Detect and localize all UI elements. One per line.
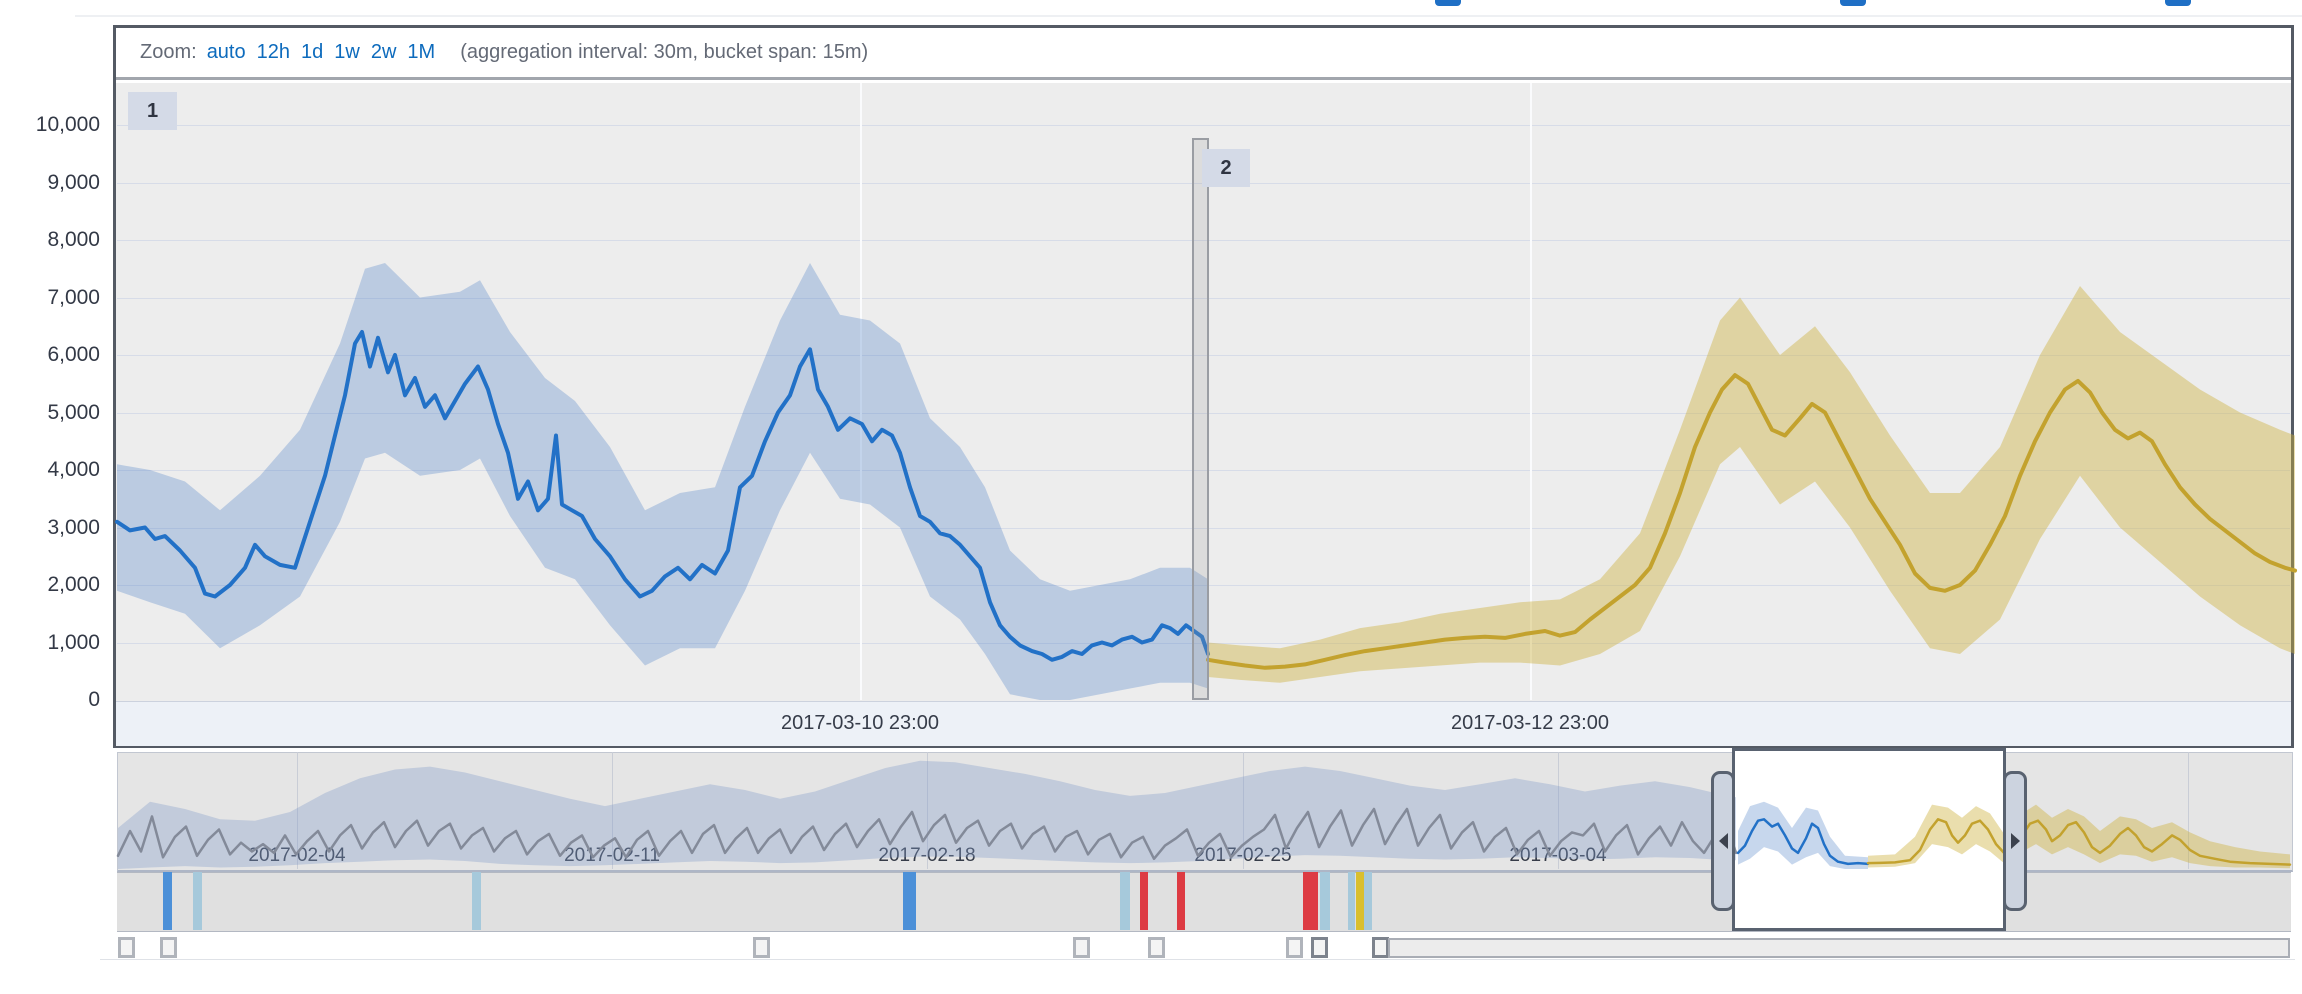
- annotation-marker[interactable]: [1311, 937, 1328, 958]
- annotation-marker[interactable]: [118, 937, 135, 958]
- annotation-2-span-bar[interactable]: [1388, 938, 2290, 958]
- context-tick-label: 2017-02-04: [248, 845, 346, 866]
- left-arrow-icon: [1718, 833, 1728, 849]
- zoom-option-12h[interactable]: 12h: [256, 41, 290, 63]
- y-axis-tick-label: 2,000: [47, 573, 100, 596]
- anomaly-cell-lightblue[interactable]: [1320, 872, 1330, 930]
- anomaly-cell-lightblue[interactable]: [193, 872, 202, 930]
- x-axis-tick-label: 2017-03-12 23:00: [1451, 712, 1609, 734]
- right-arrow-icon: [2010, 833, 2020, 849]
- anomaly-cell-blue[interactable]: [163, 872, 172, 930]
- zoom-option-1d[interactable]: 1d: [301, 41, 324, 63]
- annotation-marker[interactable]: [1148, 937, 1165, 958]
- annotation-badge-2[interactable]: 2: [1202, 149, 1250, 187]
- annotation-marker[interactable]: [1286, 937, 1303, 958]
- anomaly-cell-red[interactable]: [1140, 872, 1148, 930]
- annotation-marker[interactable]: [160, 937, 177, 958]
- y-axis-tick-label: 10,000: [35, 113, 100, 136]
- zoom-label: Zoom:: [140, 41, 197, 63]
- anomaly-cell-lightblue[interactable]: [1120, 872, 1130, 930]
- annotation-2-region[interactable]: [1192, 138, 1209, 700]
- y-axis-tick-label: 7,000: [47, 285, 100, 309]
- zoom-toolbar: Zoom: auto 12h 1d 1w 2w 1M (aggregation inter…: [116, 28, 2291, 80]
- context-tick-label: 2017-02-25: [1194, 845, 1292, 866]
- top-divider: [75, 15, 2302, 17]
- zoom-option-auto[interactable]: auto: [206, 41, 246, 63]
- context-tick-label: 2017-02-11: [564, 845, 660, 866]
- horizontal-gridline: [117, 125, 2290, 126]
- anomaly-cell-yellow[interactable]: [1356, 872, 1364, 930]
- zoom-option-1M[interactable]: 1M: [407, 41, 436, 63]
- annotation-badge-1[interactable]: 1: [128, 92, 177, 130]
- cropped-checkbox-icon[interactable]: [1435, 0, 1461, 6]
- horizontal-gridline: [117, 240, 2290, 241]
- y-axis-tick-label: 9,000: [47, 170, 100, 194]
- zoom-option-2w[interactable]: 2w: [370, 41, 397, 63]
- x-axis-tick-label: 2017-03-10 23:00: [781, 712, 939, 734]
- anomaly-cell-red[interactable]: [1177, 872, 1185, 930]
- annotation-marker[interactable]: [1372, 937, 1389, 958]
- anomaly-cell-red[interactable]: [1303, 872, 1318, 930]
- aggregation-note: (aggregation interval: 30m, bucket span:…: [460, 41, 869, 63]
- annotation-track-baseline: [100, 959, 2295, 960]
- vertical-gridline: [1530, 83, 1532, 700]
- zoom-options: auto 12h 1d 1w 2w 1M: [207, 41, 447, 64]
- cropped-checkbox-icon[interactable]: [1840, 0, 1866, 6]
- anomaly-cell-lightblue[interactable]: [472, 872, 481, 930]
- annotation-marker[interactable]: [1073, 937, 1090, 958]
- y-axis-tick-label: 1,000: [47, 630, 100, 654]
- cropped-checkbox-icon[interactable]: [2165, 0, 2191, 6]
- y-axis-tick-label: 3,000: [47, 515, 100, 539]
- context-selection-brush[interactable]: [1732, 748, 2006, 931]
- y-axis-tick-label: 6,000: [47, 343, 100, 366]
- y-axis-tick-label: 0: [88, 688, 100, 711]
- vertical-gridline: [860, 83, 862, 700]
- context-tick-label: 2017-02-18: [878, 845, 976, 866]
- y-axis-tick-label: 5,000: [47, 400, 100, 424]
- y-axis-tick-label: 8,000: [47, 228, 100, 251]
- anomaly-cell-blue[interactable]: [903, 872, 916, 930]
- anomaly-cell-lightblue[interactable]: [1364, 872, 1372, 930]
- selection-handle-left[interactable]: [1711, 771, 1735, 911]
- y-axis-tick-label: 4,000: [47, 458, 100, 481]
- annotation-marker[interactable]: [753, 937, 770, 958]
- horizontal-gridline: [117, 297, 2290, 299]
- selection-handle-right[interactable]: [2003, 771, 2027, 911]
- zoom-option-1w[interactable]: 1w: [334, 41, 360, 63]
- main-chart-x-axis-band: [116, 701, 2291, 746]
- context-week-gridline: [2188, 752, 2189, 869]
- context-tick-label: 2017-03-04: [1509, 845, 1607, 866]
- anomaly-cell-lightblue[interactable]: [1348, 872, 1355, 930]
